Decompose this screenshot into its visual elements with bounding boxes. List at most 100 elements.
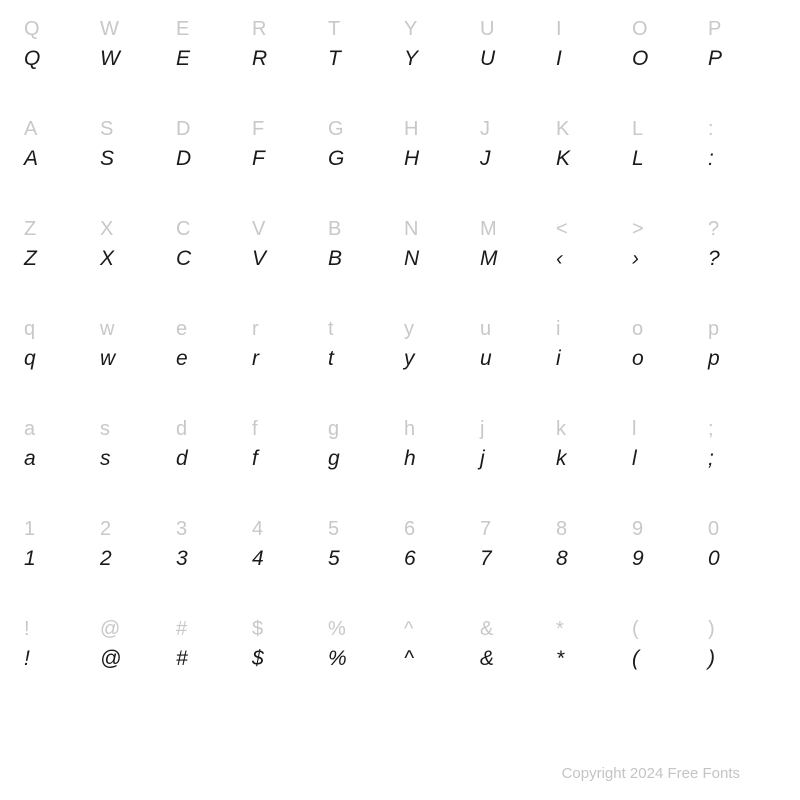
reference-glyph: R <box>248 12 324 46</box>
sample-glyph: ) <box>704 646 780 680</box>
reference-glyph: g <box>324 412 400 446</box>
sample-glyph: T <box>324 46 400 80</box>
sample-glyph: y <box>400 346 476 380</box>
reference-glyph: > <box>628 212 704 246</box>
row-spacer <box>20 180 780 212</box>
reference-glyph: & <box>476 612 552 646</box>
sample-glyph: p <box>704 346 780 380</box>
reference-glyph: F <box>248 112 324 146</box>
sample-glyph: C <box>172 246 248 280</box>
sample-row: !@#$%^&*() <box>20 646 780 680</box>
sample-glyph: k <box>552 446 628 480</box>
sample-glyph: o <box>628 346 704 380</box>
reference-glyph: # <box>172 612 248 646</box>
reference-row: ASDFGHJKL: <box>20 112 780 146</box>
sample-glyph: V <box>248 246 324 280</box>
sample-glyph: U <box>476 46 552 80</box>
reference-glyph: s <box>96 412 172 446</box>
sample-glyph: S <box>96 146 172 180</box>
reference-glyph: j <box>476 412 552 446</box>
sample-glyph: B <box>324 246 400 280</box>
reference-glyph: 2 <box>96 512 172 546</box>
reference-glyph: ) <box>704 612 780 646</box>
sample-glyph: Y <box>400 46 476 80</box>
sample-glyph: O <box>628 46 704 80</box>
sample-row: QWERTYUIOP <box>20 46 780 80</box>
sample-row: ZXCVBNM‹›? <box>20 246 780 280</box>
reference-glyph: h <box>400 412 476 446</box>
sample-row: 1234567890 <box>20 546 780 580</box>
reference-glyph: S <box>96 112 172 146</box>
reference-glyph: 4 <box>248 512 324 546</box>
reference-glyph: P <box>704 12 780 46</box>
reference-glyph: < <box>552 212 628 246</box>
sample-glyph: R <box>248 46 324 80</box>
reference-glyph: a <box>20 412 96 446</box>
reference-glyph: i <box>552 312 628 346</box>
reference-glyph: t <box>324 312 400 346</box>
reference-glyph: G <box>324 112 400 146</box>
reference-glyph: 1 <box>20 512 96 546</box>
sample-glyph: ( <box>628 646 704 680</box>
row-spacer <box>20 380 780 412</box>
reference-glyph: I <box>552 12 628 46</box>
sample-glyph: 8 <box>552 546 628 580</box>
sample-glyph: N <box>400 246 476 280</box>
reference-glyph: 6 <box>400 512 476 546</box>
sample-glyph: J <box>476 146 552 180</box>
sample-glyph: I <box>552 46 628 80</box>
sample-glyph: M <box>476 246 552 280</box>
sample-glyph: u <box>476 346 552 380</box>
sample-glyph: e <box>172 346 248 380</box>
reference-glyph: J <box>476 112 552 146</box>
reference-glyph: % <box>324 612 400 646</box>
reference-glyph: $ <box>248 612 324 646</box>
reference-glyph: 7 <box>476 512 552 546</box>
reference-glyph: o <box>628 312 704 346</box>
reference-glyph: p <box>704 312 780 346</box>
reference-glyph: 0 <box>704 512 780 546</box>
sample-glyph: d <box>172 446 248 480</box>
reference-glyph: ! <box>20 612 96 646</box>
sample-glyph: P <box>704 46 780 80</box>
sample-glyph: D <box>172 146 248 180</box>
sample-glyph: ! <box>20 646 96 680</box>
reference-row: ZXCVBNM<>? <box>20 212 780 246</box>
reference-glyph: T <box>324 12 400 46</box>
sample-glyph: w <box>96 346 172 380</box>
sample-glyph: ^ <box>400 646 476 680</box>
reference-glyph: O <box>628 12 704 46</box>
reference-glyph: ( <box>628 612 704 646</box>
reference-glyph: 9 <box>628 512 704 546</box>
reference-glyph: y <box>400 312 476 346</box>
sample-row: qwertyuiop <box>20 346 780 380</box>
reference-glyph: M <box>476 212 552 246</box>
sample-glyph: 1 <box>20 546 96 580</box>
sample-glyph: : <box>704 146 780 180</box>
sample-glyph: W <box>96 46 172 80</box>
sample-glyph: › <box>628 246 704 280</box>
sample-glyph: E <box>172 46 248 80</box>
reference-glyph: 3 <box>172 512 248 546</box>
reference-glyph: d <box>172 412 248 446</box>
row-spacer <box>20 580 780 612</box>
sample-glyph: L <box>628 146 704 180</box>
sample-glyph: 6 <box>400 546 476 580</box>
sample-glyph: r <box>248 346 324 380</box>
sample-glyph: 9 <box>628 546 704 580</box>
sample-glyph: % <box>324 646 400 680</box>
reference-glyph: ^ <box>400 612 476 646</box>
reference-glyph: @ <box>96 612 172 646</box>
sample-glyph: 2 <box>96 546 172 580</box>
copyright-text: Copyright 2024 Free Fonts <box>562 765 740 782</box>
sample-glyph: * <box>552 646 628 680</box>
sample-glyph: 3 <box>172 546 248 580</box>
reference-glyph: X <box>96 212 172 246</box>
sample-glyph: i <box>552 346 628 380</box>
sample-glyph: s <box>96 446 172 480</box>
reference-glyph: r <box>248 312 324 346</box>
reference-glyph: 8 <box>552 512 628 546</box>
sample-glyph: @ <box>96 646 172 680</box>
reference-glyph: w <box>96 312 172 346</box>
reference-glyph: Y <box>400 12 476 46</box>
